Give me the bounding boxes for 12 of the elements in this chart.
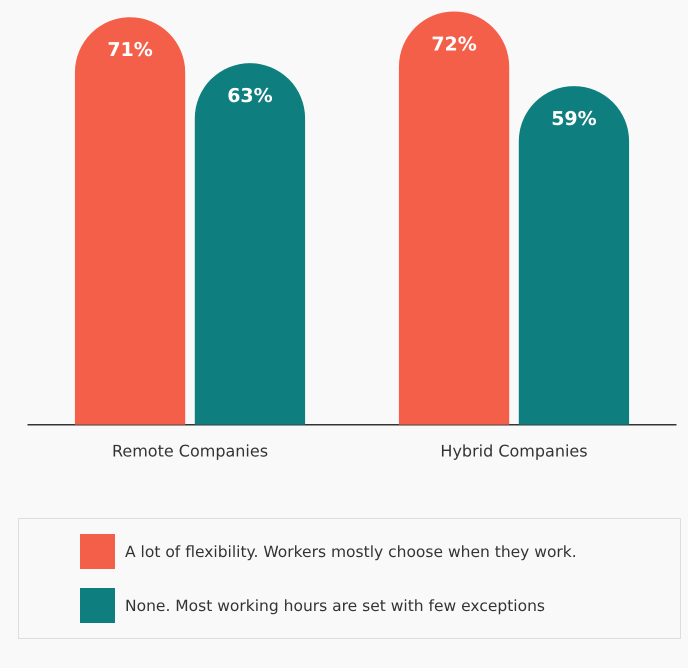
bar xyxy=(398,11,510,425)
data-label: 72% xyxy=(431,33,477,56)
data-label: 71% xyxy=(107,39,153,62)
bar xyxy=(74,17,186,425)
data-label: 63% xyxy=(227,85,273,108)
x-tick-label: Hybrid Companies xyxy=(440,442,588,461)
x-tick-label: Remote Companies xyxy=(112,442,268,461)
bar xyxy=(518,86,630,425)
data-label: 59% xyxy=(551,108,597,130)
legend-label: A lot of flexibility. Workers mostly choose when they work. xyxy=(125,542,577,560)
legend-label: None. Most working hours are set with few exceptions xyxy=(125,596,545,614)
bar xyxy=(194,63,306,425)
